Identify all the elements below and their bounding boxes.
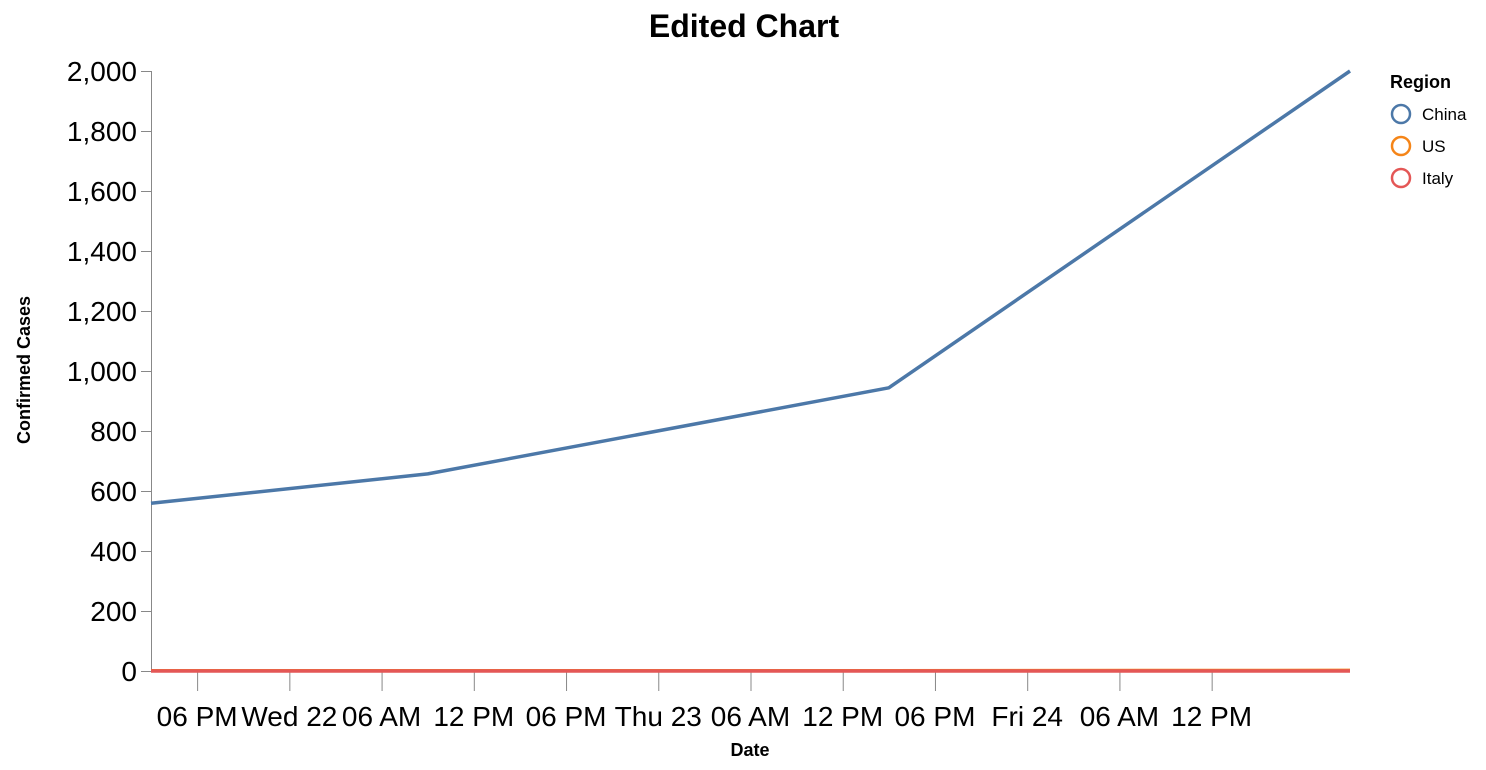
x-tick-label: 06 AM <box>711 701 790 732</box>
y-tick-label: 1,600 <box>67 176 137 207</box>
y-tick-label: 600 <box>90 476 137 507</box>
x-tick-label: 06 AM <box>1080 701 1159 732</box>
x-tick-label: 12 PM <box>802 701 883 732</box>
y-tick-label: 0 <box>121 656 137 687</box>
x-tick-label: 06 PM <box>894 701 975 732</box>
y-tick-label: 800 <box>90 416 137 447</box>
legend-symbol-china <box>1390 103 1412 125</box>
legend-symbol-us <box>1390 135 1412 157</box>
y-tick-label: 2,000 <box>67 56 137 87</box>
legend-label-italy: Italy <box>1422 169 1454 188</box>
legend-symbol-italy <box>1390 167 1412 189</box>
x-axis: 06 PM Wed 22 06 AM 12 PM 06 PM Thu 23 06 AM 12 … <box>151 671 1350 732</box>
x-tick-label: 06 PM <box>526 701 607 732</box>
y-tick-label: 200 <box>90 596 137 627</box>
x-tick-label: 12 PM <box>1171 701 1252 732</box>
series-line-china <box>150 69 1351 506</box>
legend-label-us: US <box>1422 137 1446 156</box>
y-tick-label: 1,400 <box>67 236 137 267</box>
y-tick-label: 1,200 <box>67 296 137 327</box>
chart-title: Edited Chart <box>649 8 840 44</box>
legend: Region China US Italy <box>1390 72 1467 189</box>
y-tick-label: 1,800 <box>67 116 137 147</box>
x-tick-label: Thu 23 <box>615 701 702 732</box>
x-tick-label: Fri 24 <box>991 701 1063 732</box>
x-tick-label: 12 PM <box>433 701 514 732</box>
x-axis-title: Date <box>730 740 769 760</box>
series-layer <box>150 69 1351 673</box>
legend-label-china: China <box>1422 105 1467 124</box>
y-axis-title: Confirmed Cases <box>14 296 34 444</box>
y-tick-label: 1,000 <box>67 356 137 387</box>
x-tick-label: 06 AM <box>342 701 421 732</box>
x-tick-label: 06 PM <box>157 701 238 732</box>
x-tick-label: Wed 22 <box>241 701 337 732</box>
y-axis: 0 200 400 600 800 1,000 1,200 1,400 1,600 1,800 2,… <box>67 56 152 687</box>
legend-title: Region <box>1390 72 1451 92</box>
y-tick-label: 400 <box>90 536 137 567</box>
